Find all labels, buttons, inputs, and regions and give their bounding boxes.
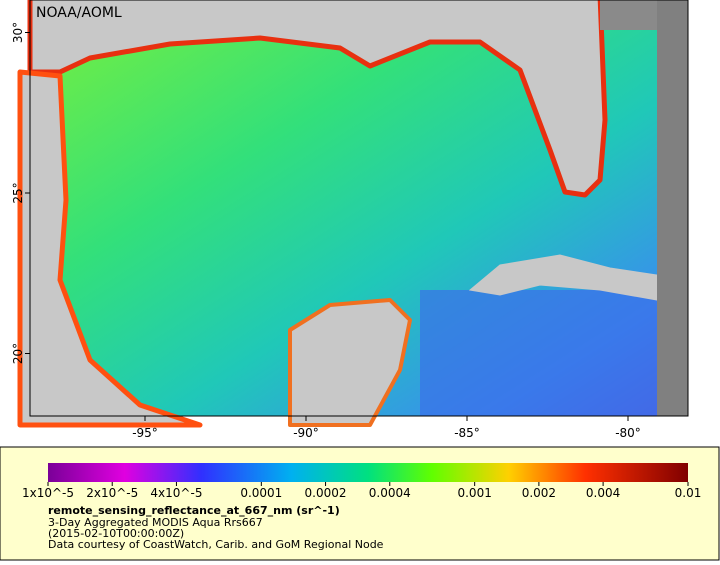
axes: -95° -90° -85° -80° 30° 25° 20°: [11, 22, 641, 440]
colorbar-tick-label: 1x10^-5: [22, 486, 74, 500]
lon-tick-label: -80°: [615, 426, 641, 440]
colorbar-tick-label: 0.0004: [369, 486, 411, 500]
credit: NOAA/AOML: [36, 5, 122, 21]
legend-product: 3-Day Aggregated MODIS Aqua Rrs667: [48, 516, 263, 529]
colorbar-axis: 1x10^-5 2x10^-5 4x10^-5 0.0001 0.0002 0.0004 0…: [22, 482, 701, 500]
colorbar-tick-label: 0.0001: [240, 486, 282, 500]
colorbar-tick-label: 0.004: [586, 486, 620, 500]
no-data: [600, 0, 657, 30]
colorbar-tick-label: 0.0002: [305, 486, 347, 500]
land-us: [27, 0, 608, 198]
legend-source: Data courtesy of CoastWatch, Carib. and …: [48, 538, 384, 551]
lon-tick-label: -85°: [454, 426, 480, 440]
legend-variable: remote_sensing_reflectance_at_667_nm (sr…: [48, 504, 340, 517]
colorbar-tick-label: 0.002: [522, 486, 556, 500]
lat-tick-label: 30°: [11, 22, 25, 43]
land-mexico: [17, 69, 203, 428]
colorbar-tick-label: 4x10^-5: [150, 486, 202, 500]
lon-tick-label: -95°: [132, 426, 158, 440]
legend-time: (2015-02-10T00:00:00Z): [48, 527, 184, 540]
colorbar-tick-label: 2x10^-5: [86, 486, 138, 500]
colorbar: [48, 463, 688, 482]
lat-tick-label: 20°: [11, 343, 25, 364]
colorbar-tick-label: 0.01: [675, 486, 702, 500]
no-data-strip: [657, 0, 688, 416]
caribbean: [420, 290, 657, 416]
lat-tick-label: 25°: [11, 182, 25, 203]
map-image: [17, 0, 689, 428]
colorbar-tick-label: 0.001: [457, 486, 491, 500]
lon-tick-label: -90°: [293, 426, 319, 440]
map-frame: [29, 0, 689, 417]
